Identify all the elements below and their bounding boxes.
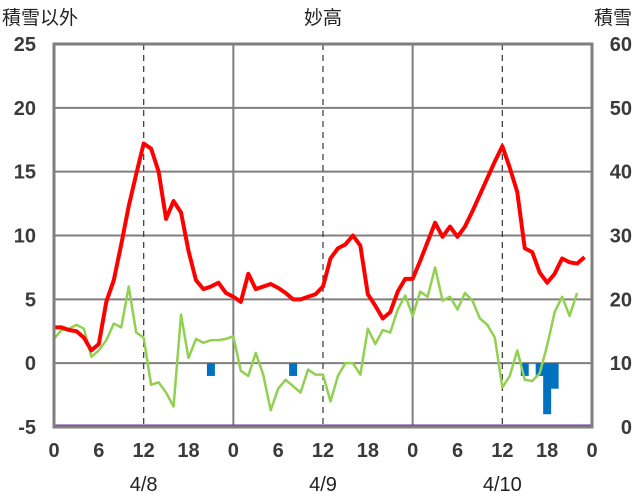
x-tick-label: 6 (273, 440, 284, 462)
x-tick-label: 0 (586, 440, 597, 462)
x-tick-label: 0 (228, 440, 239, 462)
left-tick-label: 15 (14, 162, 36, 184)
x-tick-label: 6 (93, 440, 104, 462)
precipitation-bar (206, 363, 215, 376)
x-tick-label: 12 (312, 440, 334, 462)
x-tick-label: 12 (491, 440, 513, 462)
x-tick-label: 12 (133, 440, 155, 462)
right-tick-label: 0 (621, 417, 632, 439)
right-tick-label: 60 (610, 34, 632, 56)
date-label: 4/9 (309, 474, 337, 496)
plot-area: -5 0 5 10 15 20 25 0 10 20 30 40 50 60 0 6 12 18 0 6 12 18 0 6 1… (14, 34, 632, 496)
x-tick-label: 6 (452, 440, 463, 462)
left-tick-label: 0 (25, 353, 36, 375)
x-tick-label: 18 (536, 440, 558, 462)
left-tick-label: 10 (14, 226, 36, 248)
date-label: 4/10 (483, 474, 522, 496)
right-axis-title: 積雪 (594, 7, 632, 29)
left-tick-label: 25 (14, 34, 36, 56)
left-axis-title: 積雪以外 (2, 7, 78, 29)
x-tick-label: 18 (177, 440, 199, 462)
x-tick-label: 0 (407, 440, 418, 462)
precipitation-bar (289, 363, 298, 376)
temperature-line (54, 141, 586, 353)
chart-title: 妙高 (304, 7, 342, 29)
x-tick-label: 0 (48, 440, 59, 462)
left-tick-label: 20 (14, 98, 36, 120)
dewpoint-line (53, 266, 579, 412)
right-tick-label: 20 (610, 289, 632, 311)
left-tick-label: 5 (25, 289, 36, 311)
date-label: 4/8 (130, 474, 158, 496)
right-tick-label: 50 (610, 98, 632, 120)
right-tick-label: 10 (610, 353, 632, 375)
precipitation-bar (543, 363, 552, 415)
left-tick-label: -5 (18, 417, 36, 439)
right-tick-label: 30 (610, 226, 632, 248)
plot-border (52, 42, 594, 429)
right-tick-label: 40 (610, 162, 632, 184)
precipitation-bar (520, 363, 529, 376)
precipitation-bar (550, 363, 559, 389)
x-tick-label: 18 (357, 440, 379, 462)
